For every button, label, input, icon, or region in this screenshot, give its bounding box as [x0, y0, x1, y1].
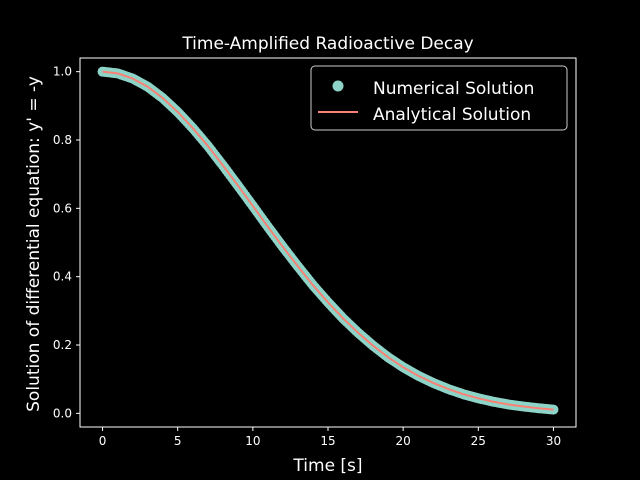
analytical-line — [102, 70, 554, 411]
y-axis: 0.0 0.2 0.4 0.6 0.8 1.0 — [53, 65, 80, 420]
x-tick-label: 10 — [245, 434, 260, 448]
y-tick-label: 0.6 — [53, 201, 72, 215]
legend: Numerical Solution Analytical Solution — [310, 65, 568, 131]
plot-area — [97, 66, 559, 415]
x-tick-label: 20 — [396, 434, 411, 448]
y-tick-label: 0.4 — [53, 270, 72, 284]
y-tick-label: 1.0 — [53, 65, 72, 79]
x-tick-label: 15 — [320, 434, 335, 448]
x-tick-label: 0 — [99, 434, 107, 448]
y-tick-label: 0.0 — [53, 406, 72, 420]
legend-label-numerical: Numerical Solution — [373, 79, 534, 99]
x-axis-label: Time [s] — [292, 456, 362, 476]
y-axis-label: Solution of differential equation: y' = … — [24, 76, 44, 412]
chart-title: Time-Amplified Radioactive Decay — [181, 34, 473, 54]
legend-marker-numerical — [332, 80, 344, 92]
y-tick-label: 0.2 — [53, 338, 72, 352]
x-axis: 0 5 10 15 20 25 30 — [99, 427, 561, 448]
x-tick-label: 30 — [546, 434, 561, 448]
x-tick-label: 5 — [174, 434, 182, 448]
y-tick-label: 0.8 — [53, 133, 72, 147]
legend-label-analytical: Analytical Solution — [373, 105, 531, 125]
x-tick-label: 25 — [471, 434, 486, 448]
legend-box — [310, 65, 568, 131]
